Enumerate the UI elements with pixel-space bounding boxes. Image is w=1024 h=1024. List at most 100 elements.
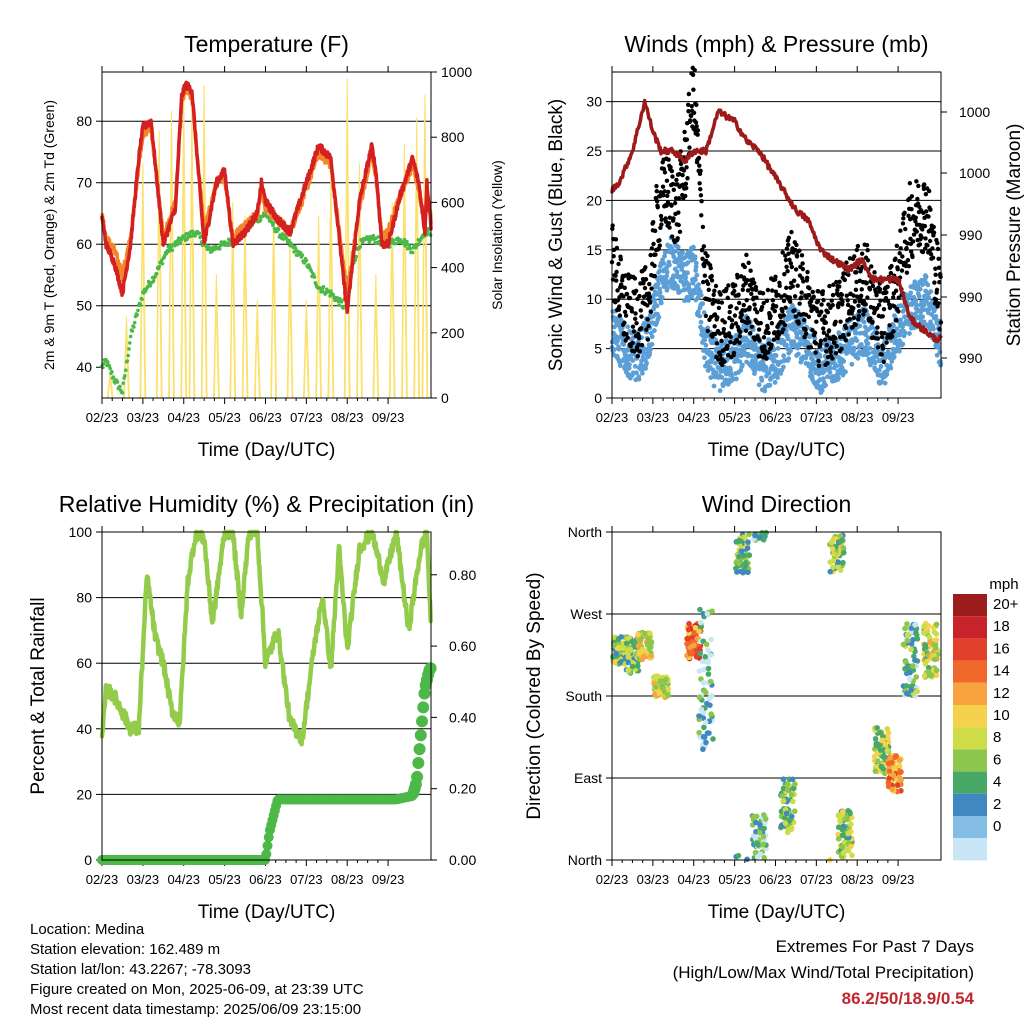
direction-point: [696, 729, 702, 736]
y-tick-label: 70: [76, 175, 92, 191]
gust-point: [746, 319, 752, 325]
wind-point: [655, 281, 661, 287]
gust-point: [859, 251, 865, 256]
gust-point: [787, 295, 793, 300]
direction-point: [912, 622, 918, 628]
direction-point: [696, 694, 703, 701]
plot-border: [611, 71, 942, 399]
gust-point: [784, 246, 790, 251]
gust-point: [655, 205, 660, 210]
wind-point: [781, 339, 787, 344]
wind-point: [756, 382, 762, 388]
direction-point: [651, 675, 658, 681]
gust-point: [746, 260, 751, 266]
x-tick-label: 04/23: [167, 872, 200, 887]
direction-point: [709, 608, 715, 615]
direction-point: [687, 650, 694, 657]
wind-point: [625, 324, 631, 330]
direction-point: [618, 634, 624, 640]
x-tick-label: 03/23: [127, 410, 160, 425]
solar-spike: [201, 147, 207, 399]
gust-point: [838, 319, 843, 324]
gust-point: [721, 326, 727, 332]
gust-point: [644, 327, 649, 332]
wind-point: [876, 367, 882, 373]
gust-point: [827, 283, 832, 289]
wind-point: [819, 388, 825, 393]
direction-point: [896, 762, 903, 769]
gust-point: [764, 298, 770, 304]
x-tick-label: 08/23: [841, 410, 874, 425]
direction-point: [789, 776, 796, 783]
x-axis-label: Time (Day/UTC): [198, 902, 336, 923]
solar-spike: [422, 155, 428, 399]
gust-point: [648, 252, 653, 258]
x-tick-label: 09/23: [882, 872, 915, 887]
gust-point: [870, 283, 876, 289]
gust-point: [683, 193, 688, 199]
gust-point: [921, 186, 927, 192]
dewpoint-point: [175, 242, 179, 247]
latlon-text: Station lat/lon: 43.2267; -78.3093: [30, 961, 252, 978]
wind-point: [665, 285, 670, 291]
direction-point: [829, 546, 836, 552]
wind-point: [701, 310, 707, 315]
wind-point: [627, 362, 632, 368]
gust-point: [920, 227, 925, 232]
legend-swatch: [953, 638, 987, 661]
dewpoint-point: [154, 271, 159, 276]
gust-point: [699, 213, 704, 218]
gust-point: [879, 352, 884, 357]
gust-point: [894, 318, 899, 323]
gust-point: [795, 283, 800, 288]
gust-point: [645, 337, 651, 342]
gust-point: [687, 145, 692, 150]
gust-point: [830, 302, 835, 308]
gust-point: [810, 289, 815, 295]
gust-point: [814, 319, 819, 324]
direction-point: [753, 819, 759, 826]
gust-point: [734, 337, 740, 343]
wind-point: [685, 270, 690, 276]
wind-point: [759, 377, 765, 383]
direction-point: [736, 560, 742, 567]
legend-label: 16: [993, 640, 1010, 657]
gust-point: [915, 196, 920, 202]
wind-point: [795, 351, 801, 357]
direction-point: [914, 636, 921, 642]
y2-tick-label: 0.40: [449, 709, 476, 725]
wind-point: [745, 351, 751, 357]
legend-swatch: [953, 705, 987, 728]
dewpoint-point: [138, 303, 143, 307]
wind-point: [781, 353, 787, 359]
gust-point: [822, 337, 828, 342]
gust-point: [748, 330, 753, 336]
gust-point: [783, 305, 788, 310]
x-tick-label: 07/23: [290, 872, 323, 887]
gust-point: [811, 294, 816, 299]
y2-tick-label: 0.60: [449, 638, 476, 654]
gust-point: [732, 313, 738, 318]
gust-point: [917, 242, 923, 247]
gust-point: [765, 287, 771, 293]
gust-point: [736, 292, 741, 297]
wind-point: [691, 244, 696, 250]
gust-point: [822, 314, 828, 319]
gust-point: [846, 332, 851, 337]
precip-point: [417, 701, 430, 714]
direction-point: [705, 659, 711, 666]
wind-point: [724, 337, 729, 343]
dewpoint-point: [120, 391, 125, 395]
direction-point: [893, 753, 900, 759]
wind-point: [926, 295, 932, 300]
gust-point: [718, 352, 723, 358]
gust-point: [903, 226, 908, 232]
direction-point: [907, 669, 913, 676]
direction-point: [780, 798, 787, 804]
legend-swatch: [953, 816, 987, 839]
direction-point: [848, 821, 854, 828]
gust-point: [705, 281, 711, 287]
gust-point: [813, 341, 819, 346]
gust-point: [875, 325, 880, 330]
